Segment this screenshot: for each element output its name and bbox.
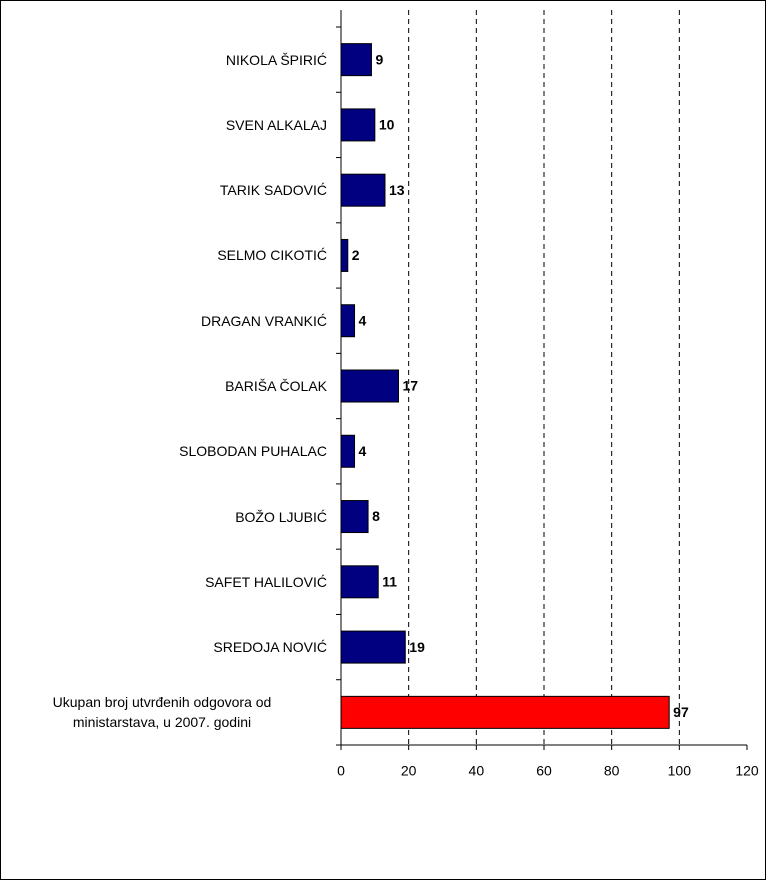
- bar: [340, 434, 356, 468]
- y-tick-label: DRAGAN VRANKIĆ: [200, 312, 327, 329]
- bar: [340, 565, 379, 599]
- value-label: 97: [673, 704, 689, 720]
- bar: [340, 173, 386, 207]
- bar: [340, 500, 369, 534]
- x-tick-label: 40: [469, 763, 485, 779]
- bar: [340, 238, 349, 272]
- y-tick-label: TARIK SADOVIĆ: [219, 182, 327, 199]
- y-tick-label: Ukupan broj utvrđenih odgovora od minist…: [52, 694, 272, 731]
- bar: [340, 630, 406, 664]
- y-tick-label: SELMO CIKOTIĆ: [217, 247, 327, 264]
- value-label: 19: [409, 639, 425, 655]
- bar: [340, 695, 670, 729]
- bar: [340, 43, 372, 77]
- value-label: 10: [379, 117, 395, 133]
- x-tick-label: 60: [536, 763, 552, 779]
- y-tick-label: SLOBODAN PUHALAC: [179, 443, 327, 460]
- value-label: 4: [359, 312, 367, 328]
- x-tick-label: 20: [401, 763, 417, 779]
- value-label: 9: [375, 51, 383, 67]
- x-tick-label: 0: [337, 763, 345, 779]
- y-tick-label: SREDOJA NOVIĆ: [213, 639, 327, 656]
- value-label: 11: [382, 574, 397, 590]
- value-label: 2: [352, 247, 360, 263]
- value-label: 4: [359, 443, 367, 459]
- y-tick-label: NIKOLA ŠPIRIĆ: [225, 51, 327, 68]
- bar: [340, 304, 356, 338]
- x-tick-label: 120: [735, 763, 759, 779]
- x-tick-label: 100: [668, 763, 692, 779]
- x-tick-label: 80: [604, 763, 620, 779]
- y-tick-label: SAFET HALILOVIĆ: [205, 573, 327, 590]
- y-tick-label: BARIŠA ČOLAK: [225, 378, 327, 394]
- y-tick-label: SVEN ALKALAJ: [225, 116, 327, 133]
- bar: [340, 369, 400, 403]
- value-label: 13: [389, 182, 405, 198]
- value-label: 8: [372, 508, 380, 524]
- value-label: 17: [403, 378, 419, 394]
- y-tick-label: BOŽO LJUBIĆ: [235, 508, 327, 525]
- bar: [340, 108, 376, 142]
